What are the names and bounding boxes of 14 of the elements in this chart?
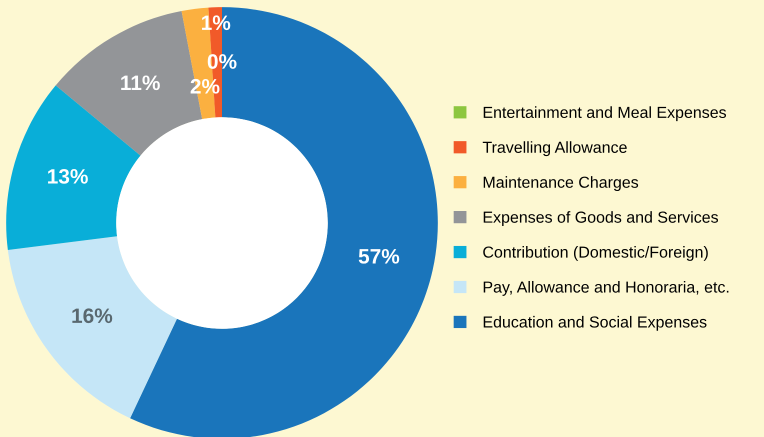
data-label: 11% bbox=[121, 75, 160, 90]
legend-label: Maintenance Charges bbox=[484, 176, 638, 192]
data-label: 57% bbox=[358, 248, 400, 264]
legend-label: Contribution (Domestic/Foreign) bbox=[483, 246, 708, 261]
text: 0% bbox=[208, 54, 237, 69]
legend-label: Travelling Allowance bbox=[482, 141, 627, 156]
data-label: 16% bbox=[72, 308, 112, 324]
data-label: 2% bbox=[190, 78, 220, 94]
legend-label: Entertainment and Meal Expenses bbox=[484, 106, 726, 122]
legend-label: Education and Social Expenses bbox=[484, 316, 706, 331]
data-label: 13% bbox=[48, 168, 88, 184]
donut-slice bbox=[8, 236, 177, 418]
legend-label: Pay, Allowance and Honoraria, etc. bbox=[484, 280, 728, 296]
legend-label: Expenses of Goods and Services bbox=[484, 211, 718, 226]
